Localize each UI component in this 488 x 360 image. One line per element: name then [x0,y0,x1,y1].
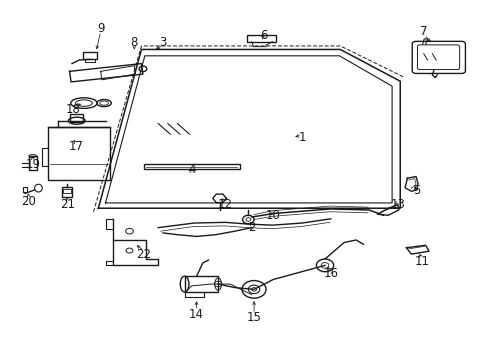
Text: 1: 1 [298,131,305,144]
Text: 22: 22 [136,248,151,261]
Text: 14: 14 [189,307,203,320]
Bar [62,187,72,197]
Text: 9: 9 [97,22,104,35]
Text: 6: 6 [260,29,267,42]
Text: 3: 3 [159,36,166,49]
Text: 19: 19 [25,158,40,171]
Text: 15: 15 [246,311,261,324]
Text: 18: 18 [65,103,80,116]
Text: 5: 5 [412,184,420,197]
Bar [184,276,218,292]
Bar [70,114,83,122]
Bar [48,127,110,180]
Bar [29,156,37,170]
Text: 17: 17 [68,140,83,153]
Bar [63,189,71,193]
Text: 10: 10 [265,209,280,222]
Text: 12: 12 [217,198,232,211]
Bar [143,165,239,170]
Text: 8: 8 [130,36,138,49]
Bar [83,52,97,59]
Text: 21: 21 [60,198,75,211]
Text: 13: 13 [389,198,405,211]
Text: 11: 11 [413,255,428,267]
Bar [246,35,275,42]
Text: 20: 20 [21,195,36,208]
Text: 7: 7 [420,25,427,38]
Bar [85,59,95,62]
Text: 4: 4 [188,163,195,176]
Text: 2: 2 [247,221,255,234]
Text: 16: 16 [323,267,338,280]
